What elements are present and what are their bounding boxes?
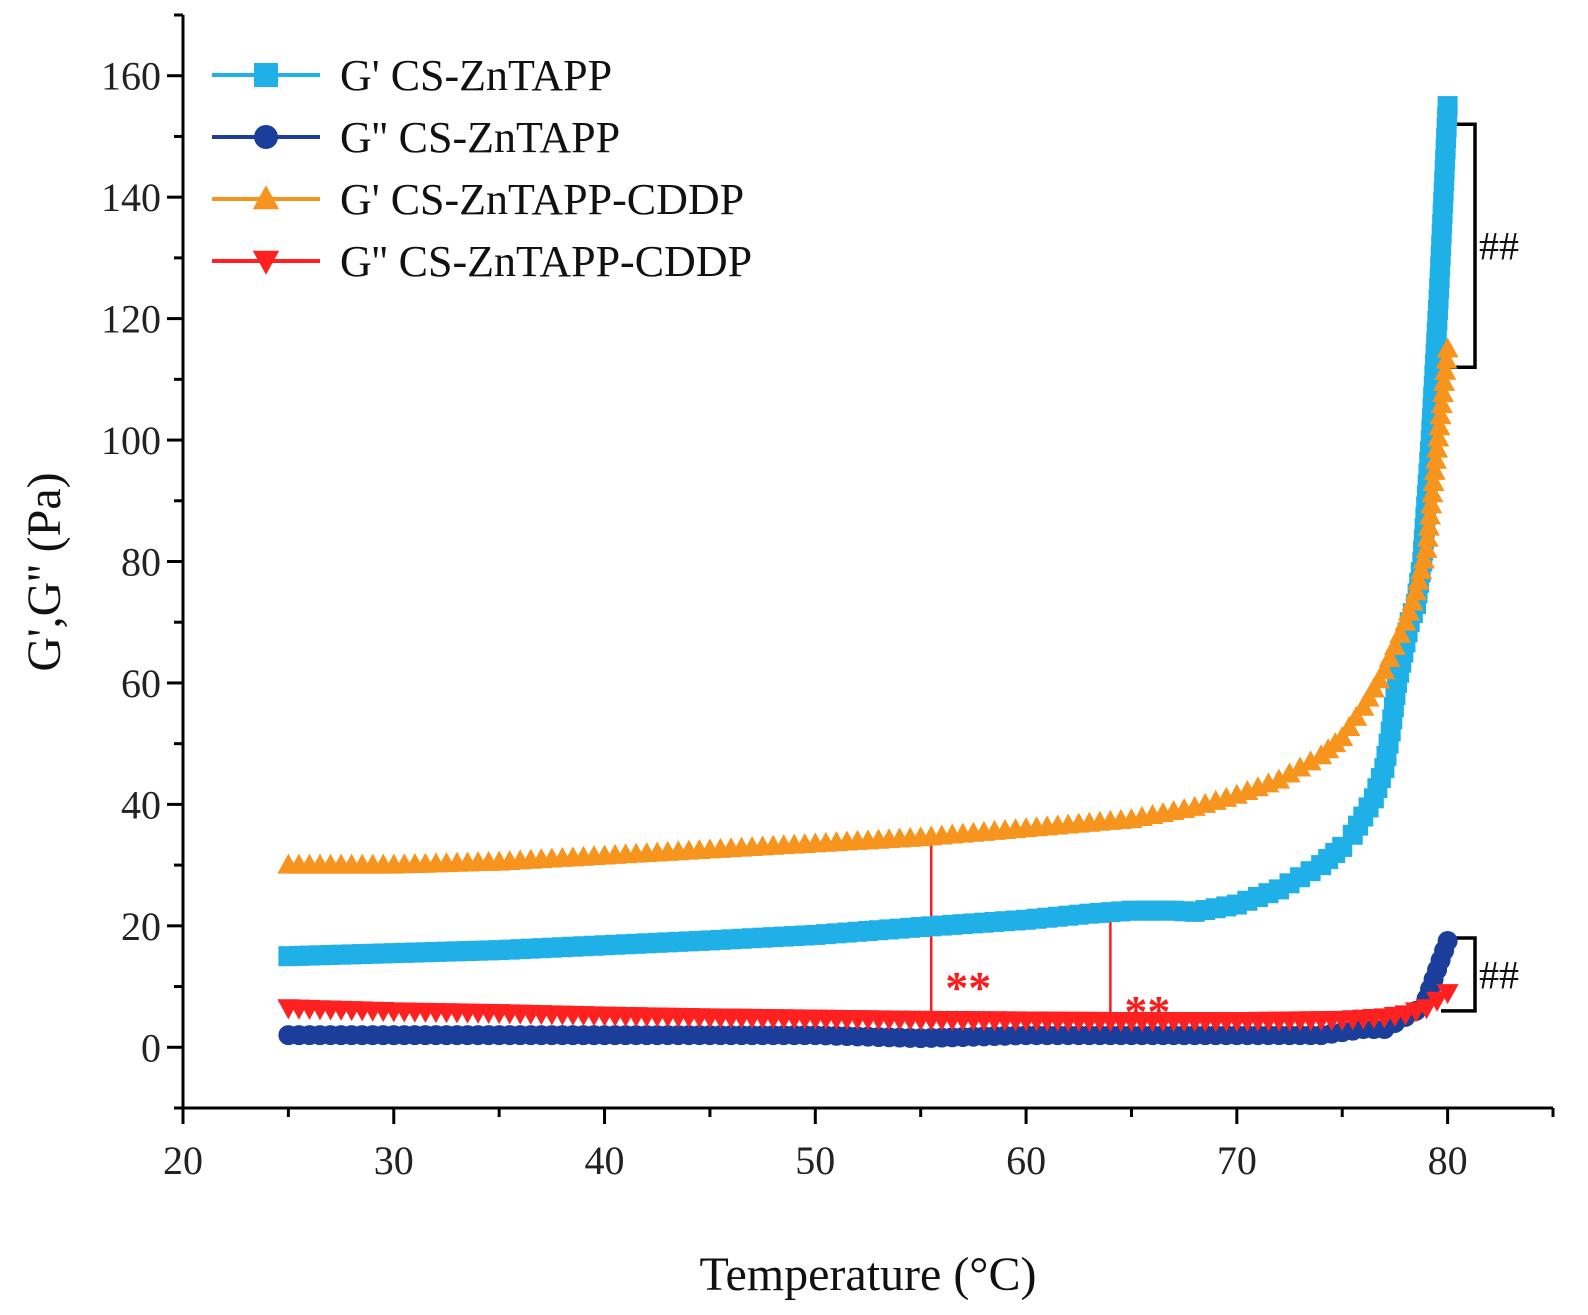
data-point-triangle-up xyxy=(1373,659,1396,680)
data-point-triangle-up xyxy=(1434,359,1457,380)
data-point-triangle-up xyxy=(1416,526,1439,547)
data-point-triangle-up xyxy=(1278,762,1301,783)
significance-bracket-3: ## xyxy=(1441,122,1519,369)
series-4 xyxy=(277,984,1459,1033)
data-point-triangle-up xyxy=(1383,635,1406,656)
y-tick-label: 20 xyxy=(121,904,161,949)
legend-item-3: G' CS-ZnTAPP-CDDP xyxy=(212,175,744,224)
legend-marker xyxy=(254,63,278,87)
y-axis-title: G',G'' (Pa) xyxy=(18,472,71,671)
data-point-triangle-down xyxy=(1426,991,1449,1012)
data-point-triangle-up xyxy=(1424,448,1447,469)
bracket-label: ## xyxy=(1479,224,1519,269)
data-point-triangle-up xyxy=(1394,610,1417,631)
x-tick-label: 40 xyxy=(585,1138,625,1183)
x-tick-label: 30 xyxy=(374,1138,414,1183)
data-point-triangle-up xyxy=(1401,590,1424,611)
data-point-triangle-up xyxy=(1331,726,1354,747)
x-tick-label: 80 xyxy=(1428,1138,1468,1183)
data-point-triangle-up xyxy=(1417,515,1440,536)
data-point-triangle-up xyxy=(1415,537,1438,558)
legend-label: G' CS-ZnTAPP-CDDP xyxy=(340,175,744,224)
data-point-triangle-down xyxy=(1436,984,1459,1005)
legend: G' CS-ZnTAPP G'' CS-ZnTAPP G' CS-ZnTAPP-CD… xyxy=(212,51,752,286)
axes: 20 30 40 50 60 70 80 0 20 40 60 80 100 120 140 160 xyxy=(101,13,1555,1183)
legend-marker xyxy=(252,250,280,275)
data-point-triangle-up xyxy=(1268,768,1290,789)
significance-bracket-4: ## xyxy=(1441,936,1519,1013)
y-tick-label: 0 xyxy=(141,1025,161,1070)
data-point-triangle-up xyxy=(1378,647,1401,668)
data-point-triangle-up xyxy=(1420,493,1443,514)
data-point-triangle-up xyxy=(1345,705,1368,726)
y-tick-label: 120 xyxy=(101,297,161,342)
data-point-triangle-up xyxy=(1436,337,1459,358)
series-2 xyxy=(278,931,1458,1049)
data-point-circle xyxy=(1437,931,1458,952)
data-point-triangle-up xyxy=(1410,559,1433,580)
bracket-line xyxy=(1441,122,1477,369)
y-tick-label: 80 xyxy=(121,540,161,585)
legend-label: G'' CS-ZnTAPP xyxy=(340,113,620,162)
data-point-square xyxy=(1437,96,1458,117)
series-layer xyxy=(277,96,1459,1049)
y-tick-label: 40 xyxy=(121,782,161,827)
x-axis-title: Temperature (°C) xyxy=(699,1248,1036,1301)
x-tick-label: 20 xyxy=(163,1138,203,1183)
data-point-triangle-up xyxy=(1427,426,1450,447)
data-point-triangle-up xyxy=(1299,750,1322,771)
data-point-triangle-up xyxy=(1428,415,1451,436)
legend-marker xyxy=(252,185,280,210)
x-tick-label: 70 xyxy=(1217,1138,1257,1183)
series-line xyxy=(288,106,1450,958)
data-point-triangle-up xyxy=(1389,622,1412,643)
data-point-triangle-up xyxy=(1426,437,1449,458)
legend-marker xyxy=(254,125,278,149)
bracket-label: ## xyxy=(1479,952,1519,997)
data-point-triangle-up xyxy=(1289,756,1312,777)
data-point-triangle-up xyxy=(1421,482,1444,503)
legend-label: G'' CS-ZnTAPP-CDDP xyxy=(340,237,752,286)
data-point-triangle-up xyxy=(1430,393,1453,414)
data-point-triangle-up xyxy=(1407,569,1430,590)
data-point-triangle-up xyxy=(1431,382,1454,403)
series-3 xyxy=(277,337,1459,874)
legend-item-1: G' CS-ZnTAPP xyxy=(212,51,612,100)
data-point-triangle-up xyxy=(1419,504,1442,525)
bracket-label: ** xyxy=(945,962,991,1013)
y-tick-label: 60 xyxy=(121,661,161,706)
data-point-triangle-up xyxy=(1405,580,1427,601)
data-point-triangle-down xyxy=(1415,999,1438,1020)
data-point-triangle-up xyxy=(1338,715,1361,736)
data-point-triangle-up xyxy=(1397,600,1420,621)
data-point-triangle-up xyxy=(1423,459,1446,480)
data-point-triangle-up xyxy=(1412,548,1435,569)
x-tick-label: 50 xyxy=(795,1138,835,1183)
y-tick-label: 140 xyxy=(101,175,161,220)
y-tick-label: 100 xyxy=(101,418,161,463)
data-point-triangle-up xyxy=(1429,404,1452,425)
data-point-triangle-up xyxy=(1435,348,1458,369)
bracket-line xyxy=(1441,936,1477,1013)
legend-item-4: G'' CS-ZnTAPP-CDDP xyxy=(212,237,752,286)
data-point-triangle-up xyxy=(1422,471,1445,492)
legend-item-2: G'' CS-ZnTAPP xyxy=(212,113,620,162)
legend-label: G' CS-ZnTAPP xyxy=(340,51,612,100)
x-tick-label: 60 xyxy=(1006,1138,1046,1183)
data-point-triangle-up xyxy=(1433,370,1456,391)
y-tick-label: 160 xyxy=(101,54,161,99)
